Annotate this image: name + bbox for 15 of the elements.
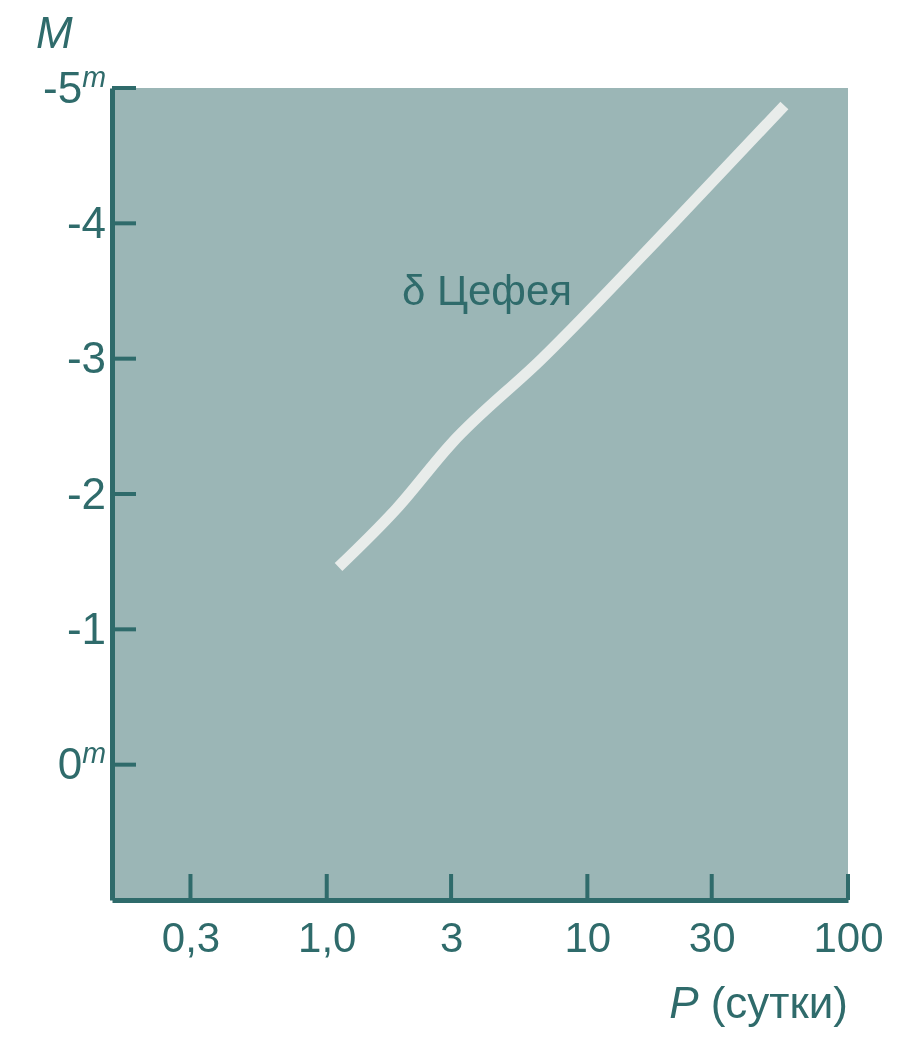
x-tick-label: 100 bbox=[813, 913, 884, 961]
y-axis-title: M bbox=[36, 8, 73, 57]
y-tick-label: -1 bbox=[66, 603, 106, 653]
y-tick-label: -3 bbox=[66, 333, 106, 383]
x-tick-label: 30 bbox=[688, 913, 736, 961]
x-tick-label: 0,3 bbox=[161, 913, 221, 961]
y-tick-label: -2 bbox=[66, 468, 106, 518]
series-label: δ Цефея bbox=[401, 266, 573, 314]
x-axis-title: P (сутки) bbox=[669, 978, 848, 1027]
y-tick-label: -4 bbox=[66, 197, 106, 247]
x-tick-label: 3 bbox=[439, 913, 464, 961]
x-tick-label: 10 bbox=[564, 913, 612, 961]
x-tick-label: 1,0 bbox=[298, 913, 357, 961]
y-tick-label: 0$^{m}$ bbox=[57, 737, 106, 789]
y-tick-label: -5$^{m}$ bbox=[43, 60, 106, 112]
